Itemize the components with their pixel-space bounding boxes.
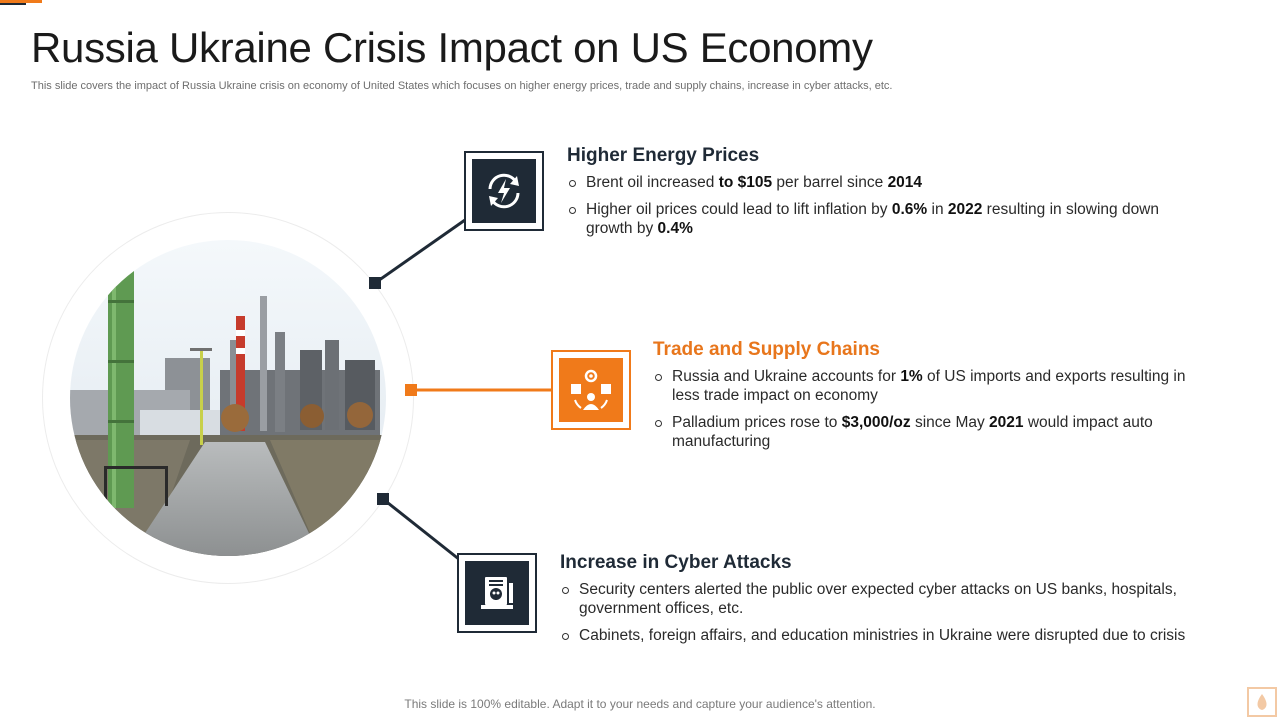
bullet-emphasis: $3,000/oz [841,414,911,431]
bullet-emphasis: 2022 [947,201,983,218]
section-heading: Higher Energy Prices [567,145,760,166]
bullet-text: since May [910,414,990,431]
corner-accent-bar-dark [0,3,26,5]
brand-logo-icon [1247,687,1277,717]
corner-accent-bar [0,0,42,3]
bullet-text: resulting in slowing down growth by [586,201,1159,237]
bullet-item: Higher oil prices could lead to lift inf… [567,200,1207,238]
bullet-text: Security centers alerted the public over… [579,581,1177,617]
section-cyber: Increase in Cyber Attacks Security cente… [560,552,1220,653]
bullet-item: Palladium prices rose to $3,000/oz since… [653,413,1213,451]
bullet-emphasis: to $105 [718,174,773,191]
bullet-text: Cabinets, foreign affairs, and education… [579,627,1186,644]
page-subtitle: This slide covers the impact of Russia U… [31,80,893,92]
photo-outer-ring [42,212,414,584]
bullet-item: Cabinets, foreign affairs, and education… [560,626,1220,645]
bullet-emphasis: 0.4% [657,220,693,237]
trade-icon-frame [551,350,631,430]
bullet-list: Russia and Ukraine accounts for 1% of US… [653,367,1213,451]
page-title: Russia Ukraine Crisis Impact on US Econo… [31,24,873,71]
energy-icon-frame [464,151,544,231]
bullet-item: Security centers alerted the public over… [560,580,1220,618]
section-trade: Trade and Supply Chains Russia and Ukrai… [653,339,1213,459]
bullet-item: Russia and Ukraine accounts for 1% of US… [653,367,1213,405]
bullet-emphasis: 2021 [989,414,1024,431]
bullet-text: Russia and Ukraine accounts for [672,368,901,385]
supply-chain-icon [571,369,611,410]
section-energy: Higher Energy Prices Brent oil increased… [567,145,1207,246]
bullet-text: Brent oil increased [586,174,719,191]
energy-refresh-icon [488,173,520,209]
bullet-text: Higher oil prices could lead to lift inf… [586,201,892,218]
cyber-icon-frame [457,553,537,633]
bullet-item: Brent oil increased to $105 per barrel s… [567,173,1207,192]
bullet-list: Brent oil increased to $105 per barrel s… [567,173,1207,238]
bullet-text: of US imports and exports resulting in l… [672,368,1186,404]
bullet-list: Security centers alerted the public over… [560,580,1220,645]
section-heading: Increase in Cyber Attacks [560,552,792,573]
cyber-attack-icon [481,577,513,609]
bullet-emphasis: 2014 [887,174,923,191]
footer-note: This slide is 100% editable. Adapt it to… [404,697,876,711]
section-heading: Trade and Supply Chains [653,339,880,360]
bullet-text: in [927,201,948,218]
bullet-text: would impact auto manufacturing [672,414,1153,450]
bullet-emphasis: 0.6% [891,201,928,218]
bullet-emphasis: 1% [900,368,923,385]
bullet-text: per barrel since [772,174,888,191]
bullet-text: Palladium prices rose to [672,414,842,431]
